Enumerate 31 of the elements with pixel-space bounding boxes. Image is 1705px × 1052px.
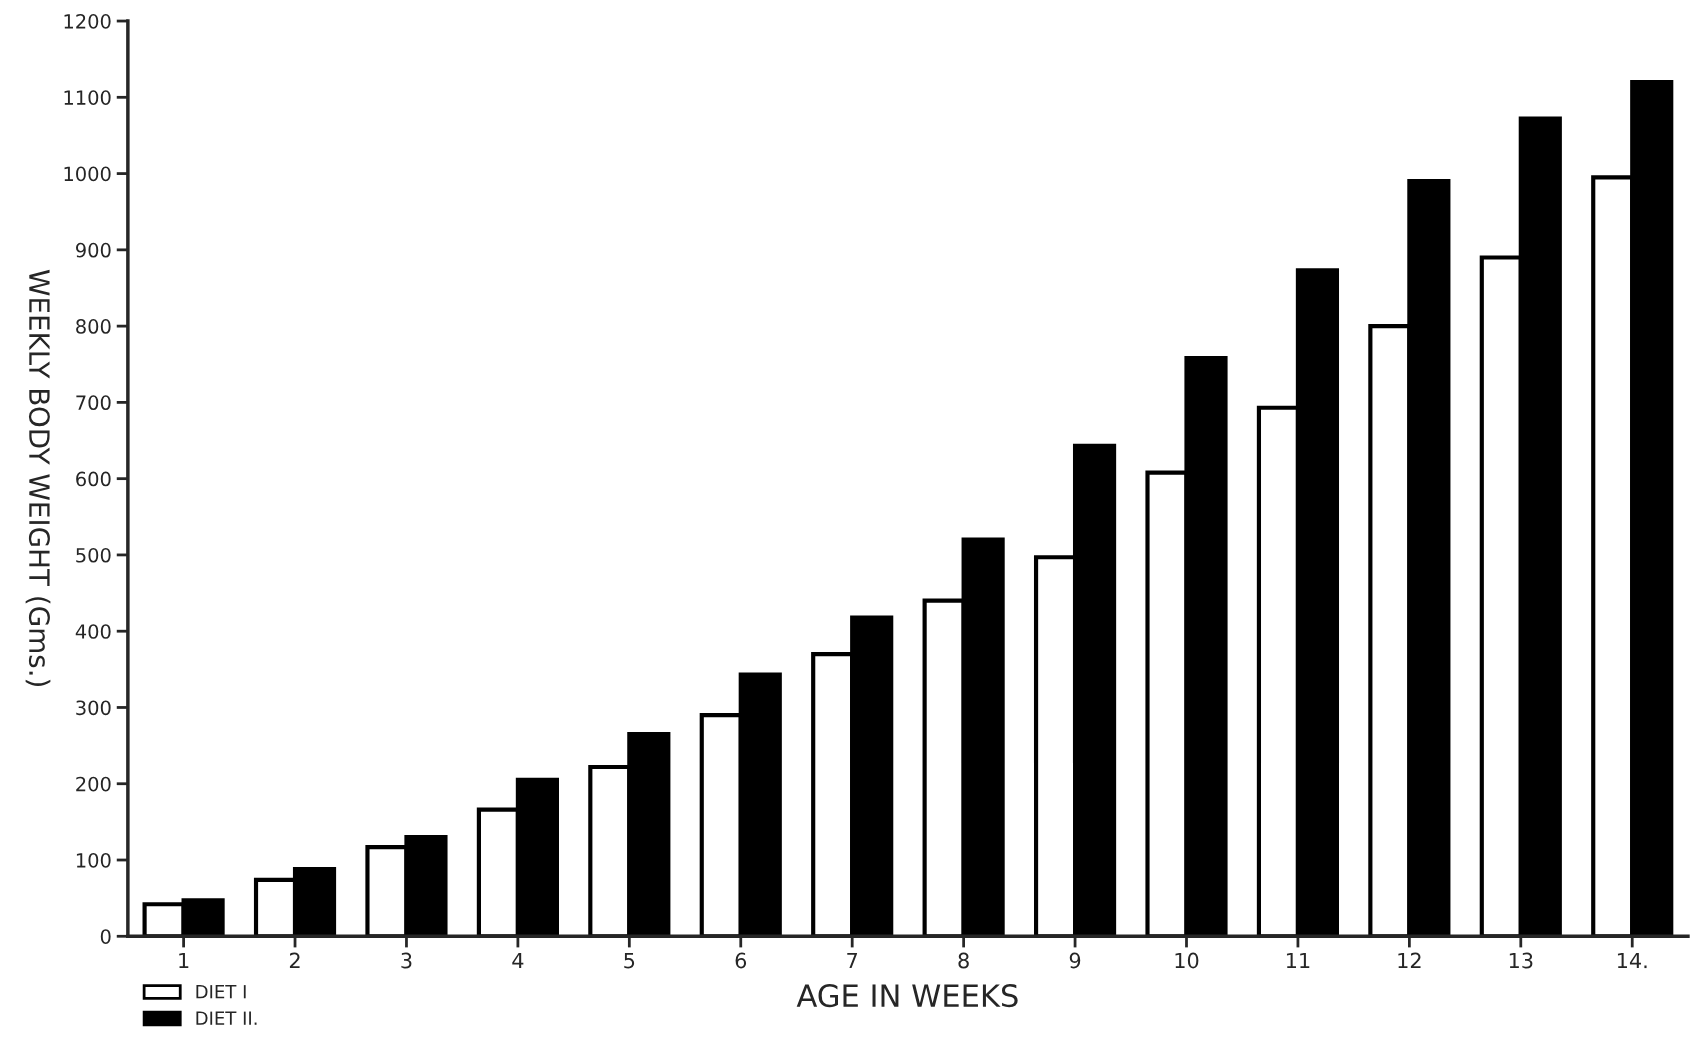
x-tick-label: 12 [1398, 952, 1421, 969]
x-tick-label: 7 [847, 952, 858, 969]
y-tick-label: 700 [76, 395, 111, 411]
y-tick-label: 1100 [64, 90, 111, 105]
y-tick-label: 500 [76, 547, 111, 563]
x-tick-label: 5 [624, 952, 635, 969]
y-tick-label: 200 [76, 776, 111, 792]
x-tick-label: 11 [1286, 952, 1310, 969]
x-tick-label: 13 [1509, 952, 1533, 969]
y-tick-label: 400 [75, 624, 111, 639]
x-tick-label: 9 [1069, 952, 1081, 969]
x-tick-label: 1 [179, 952, 189, 969]
y-axis-title: WEEKLY BODY WEIGHT (Gms.) [25, 269, 51, 686]
y-tick-label: 300 [76, 700, 111, 716]
x-tick-label: 10 [1175, 952, 1199, 969]
x-axis-title: AGE IN WEEKS [796, 984, 1018, 1008]
y-tick-label: 1200 [64, 14, 111, 29]
x-tick-label: 8 [958, 952, 969, 969]
x-tick-label: 14. [1617, 952, 1647, 969]
y-tick-label: 0 [100, 929, 111, 944]
x-tick-label: 3 [401, 952, 412, 969]
x-tick-label: 6 [735, 952, 747, 969]
y-tick-label: 900 [76, 242, 111, 258]
y-tick-label: 100 [76, 852, 111, 868]
legend-label: DIET II. [196, 1011, 257, 1025]
y-tick-label: 1000 [64, 166, 111, 182]
y-tick-label: 800 [76, 319, 111, 334]
x-tick-label: 4 [512, 952, 524, 969]
x-tick-label: 2 [289, 952, 300, 969]
legend-label: DIET I [196, 985, 246, 999]
y-tick-label: 600 [76, 471, 111, 487]
